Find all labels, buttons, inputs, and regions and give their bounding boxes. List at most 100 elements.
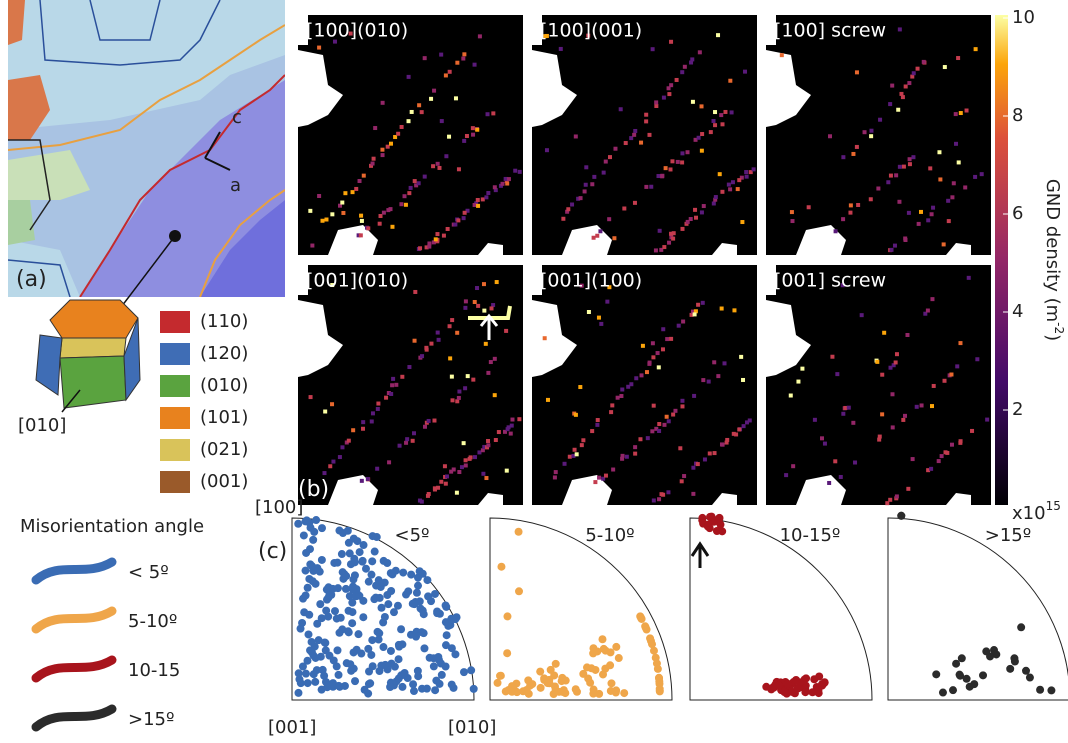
pixel xyxy=(663,166,668,171)
pixel xyxy=(973,47,978,52)
pole-point xyxy=(381,660,390,669)
mask xyxy=(712,243,737,255)
pixel xyxy=(869,134,874,139)
pole-point xyxy=(315,567,324,576)
pole-point xyxy=(1022,666,1031,675)
pixel xyxy=(620,456,625,461)
pixel xyxy=(885,501,890,506)
pole-point xyxy=(321,677,330,686)
pixel xyxy=(907,157,912,162)
pixel xyxy=(482,444,487,449)
pixel xyxy=(669,83,674,88)
pole-point xyxy=(497,562,506,571)
pixel xyxy=(595,233,600,238)
pixel xyxy=(841,217,846,222)
pixel xyxy=(897,164,902,169)
pixel xyxy=(735,187,740,192)
pixel xyxy=(601,170,606,175)
pole-point xyxy=(302,548,311,557)
pole-point xyxy=(301,591,310,600)
pixel xyxy=(435,232,440,237)
mask xyxy=(712,493,737,505)
pole-point xyxy=(358,557,367,566)
orientation-map xyxy=(8,0,285,297)
pixel xyxy=(939,454,944,459)
pixel xyxy=(666,86,671,91)
pole-point xyxy=(380,612,389,621)
pole-point xyxy=(412,588,421,597)
pole-point xyxy=(707,512,716,521)
pixel xyxy=(700,132,705,137)
pixel xyxy=(739,354,744,359)
mask xyxy=(328,475,378,505)
pixel xyxy=(914,404,919,409)
pixel xyxy=(748,170,753,175)
pole-point xyxy=(442,631,451,640)
pixel xyxy=(846,405,851,410)
pixel xyxy=(680,151,685,156)
pole-point xyxy=(1017,623,1026,632)
pixel xyxy=(486,190,491,195)
pixel xyxy=(603,473,608,478)
pixel xyxy=(671,412,676,417)
pole-point xyxy=(641,623,650,632)
pixel xyxy=(597,475,602,480)
pixel xyxy=(741,424,746,429)
colorbar-tick-label: 8 xyxy=(1012,105,1023,126)
pole-point xyxy=(409,687,418,696)
pixel xyxy=(380,147,385,152)
pixel xyxy=(654,100,659,105)
pixel xyxy=(638,437,643,442)
pixel xyxy=(717,172,722,177)
pole-point xyxy=(514,527,523,536)
pole-point xyxy=(394,640,403,649)
pixel xyxy=(399,202,404,207)
pixel xyxy=(693,207,698,212)
pixel xyxy=(918,209,923,214)
pole-point xyxy=(296,624,305,633)
pixel xyxy=(949,442,954,447)
pixel xyxy=(506,177,511,182)
pixel xyxy=(455,330,460,335)
pixel xyxy=(644,112,649,117)
map-title: [001] screw xyxy=(774,270,886,292)
pixel xyxy=(494,280,499,285)
pixel xyxy=(644,370,649,375)
pixel xyxy=(731,431,736,436)
pixel xyxy=(945,450,950,455)
pixel xyxy=(859,313,864,318)
pixel xyxy=(661,327,666,332)
pixel xyxy=(790,219,795,224)
pixel xyxy=(482,308,487,313)
pixel xyxy=(354,186,359,191)
pixel xyxy=(463,463,468,468)
pixel xyxy=(661,95,666,100)
pole-point xyxy=(349,582,358,591)
pixel xyxy=(788,393,793,398)
pixel xyxy=(576,196,581,201)
pixel xyxy=(916,221,921,226)
pixel xyxy=(889,247,894,252)
pole-title: <5º xyxy=(394,525,429,546)
legend-title: Misorientation angle xyxy=(20,516,204,537)
pixel xyxy=(475,286,480,291)
pixel xyxy=(629,382,634,387)
pole-point xyxy=(579,669,588,678)
pole-point xyxy=(333,646,342,655)
pixel xyxy=(513,168,518,173)
pixel xyxy=(447,324,452,329)
pole-point xyxy=(716,520,725,529)
pole-point xyxy=(436,659,445,668)
pole-point xyxy=(459,668,468,677)
pixel xyxy=(453,222,458,227)
pixel xyxy=(620,453,625,458)
pixel xyxy=(340,200,345,205)
pixel xyxy=(848,203,853,208)
pixel xyxy=(427,244,432,249)
pole-point xyxy=(415,597,424,606)
pixel xyxy=(956,160,961,165)
pixel xyxy=(946,219,951,224)
pixel xyxy=(923,311,928,316)
legend-label: (010) xyxy=(200,375,248,396)
